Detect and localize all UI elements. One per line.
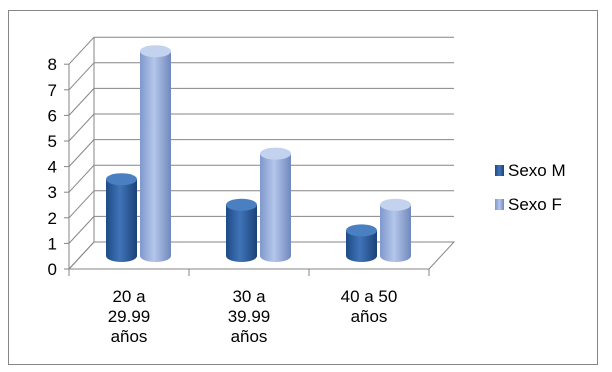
gridline-side (68, 62, 95, 91)
x-category-label-line: 30 a (232, 287, 266, 306)
x-category-label-line: años (231, 327, 268, 346)
x-category-label: 30 a 39.99 años (228, 287, 271, 346)
x-category-label: 20 a 29.99 años (108, 287, 151, 346)
bar (346, 224, 377, 262)
gridline-side (68, 164, 95, 193)
y-tick-label: 4 (48, 158, 57, 177)
gridline-side (68, 139, 95, 167)
bar-top (260, 147, 291, 160)
x-category-label-line: 40 a 50 (341, 287, 398, 306)
x-category-label: 40 a 50 años (341, 287, 398, 326)
bar-top (140, 45, 171, 58)
legend-label: Sexo F (508, 195, 562, 214)
legend-swatch (495, 165, 504, 176)
legend: Sexo M Sexo F (495, 161, 566, 214)
bar-body (106, 179, 137, 262)
bar (140, 45, 171, 263)
x-category-label-line: 29.99 (108, 307, 151, 326)
y-tick-label: 5 (48, 132, 57, 151)
gridline-side (68, 36, 95, 65)
bar-body (260, 153, 291, 262)
gridline-side (68, 216, 95, 244)
gridline-side (68, 113, 95, 142)
y-tick-label: 0 (48, 260, 57, 279)
y-tick-label: 6 (48, 106, 57, 125)
bar-body (140, 51, 171, 263)
bar-top (226, 198, 257, 211)
y-axis-ticks: 0 1 2 3 4 5 6 7 8 (48, 55, 69, 279)
legend-label: Sexo M (508, 161, 566, 180)
bar (106, 173, 137, 262)
gridline-side (68, 241, 95, 270)
x-category-label-line: años (351, 307, 388, 326)
x-category-label-line: años (111, 327, 148, 346)
bar-top (346, 224, 377, 237)
bar-body (226, 204, 257, 262)
bar (260, 147, 291, 262)
y-tick-label: 7 (48, 81, 57, 100)
bar (380, 198, 411, 262)
x-category-label-line: 39.99 (228, 307, 271, 326)
bar-body (380, 204, 411, 262)
bar-body (346, 230, 377, 262)
gridline-side (68, 88, 95, 116)
bar-top (106, 173, 137, 186)
y-tick-label: 3 (48, 183, 57, 202)
x-category-label-line: 20 a (112, 287, 146, 306)
legend-swatch (495, 199, 504, 210)
gridline-side (68, 190, 95, 219)
bars (106, 45, 411, 263)
y-tick-label: 1 (48, 234, 57, 253)
bar-top (380, 198, 411, 211)
y-tick-label: 2 (48, 209, 57, 228)
bar (226, 198, 257, 262)
y-tick-label: 8 (48, 55, 57, 74)
